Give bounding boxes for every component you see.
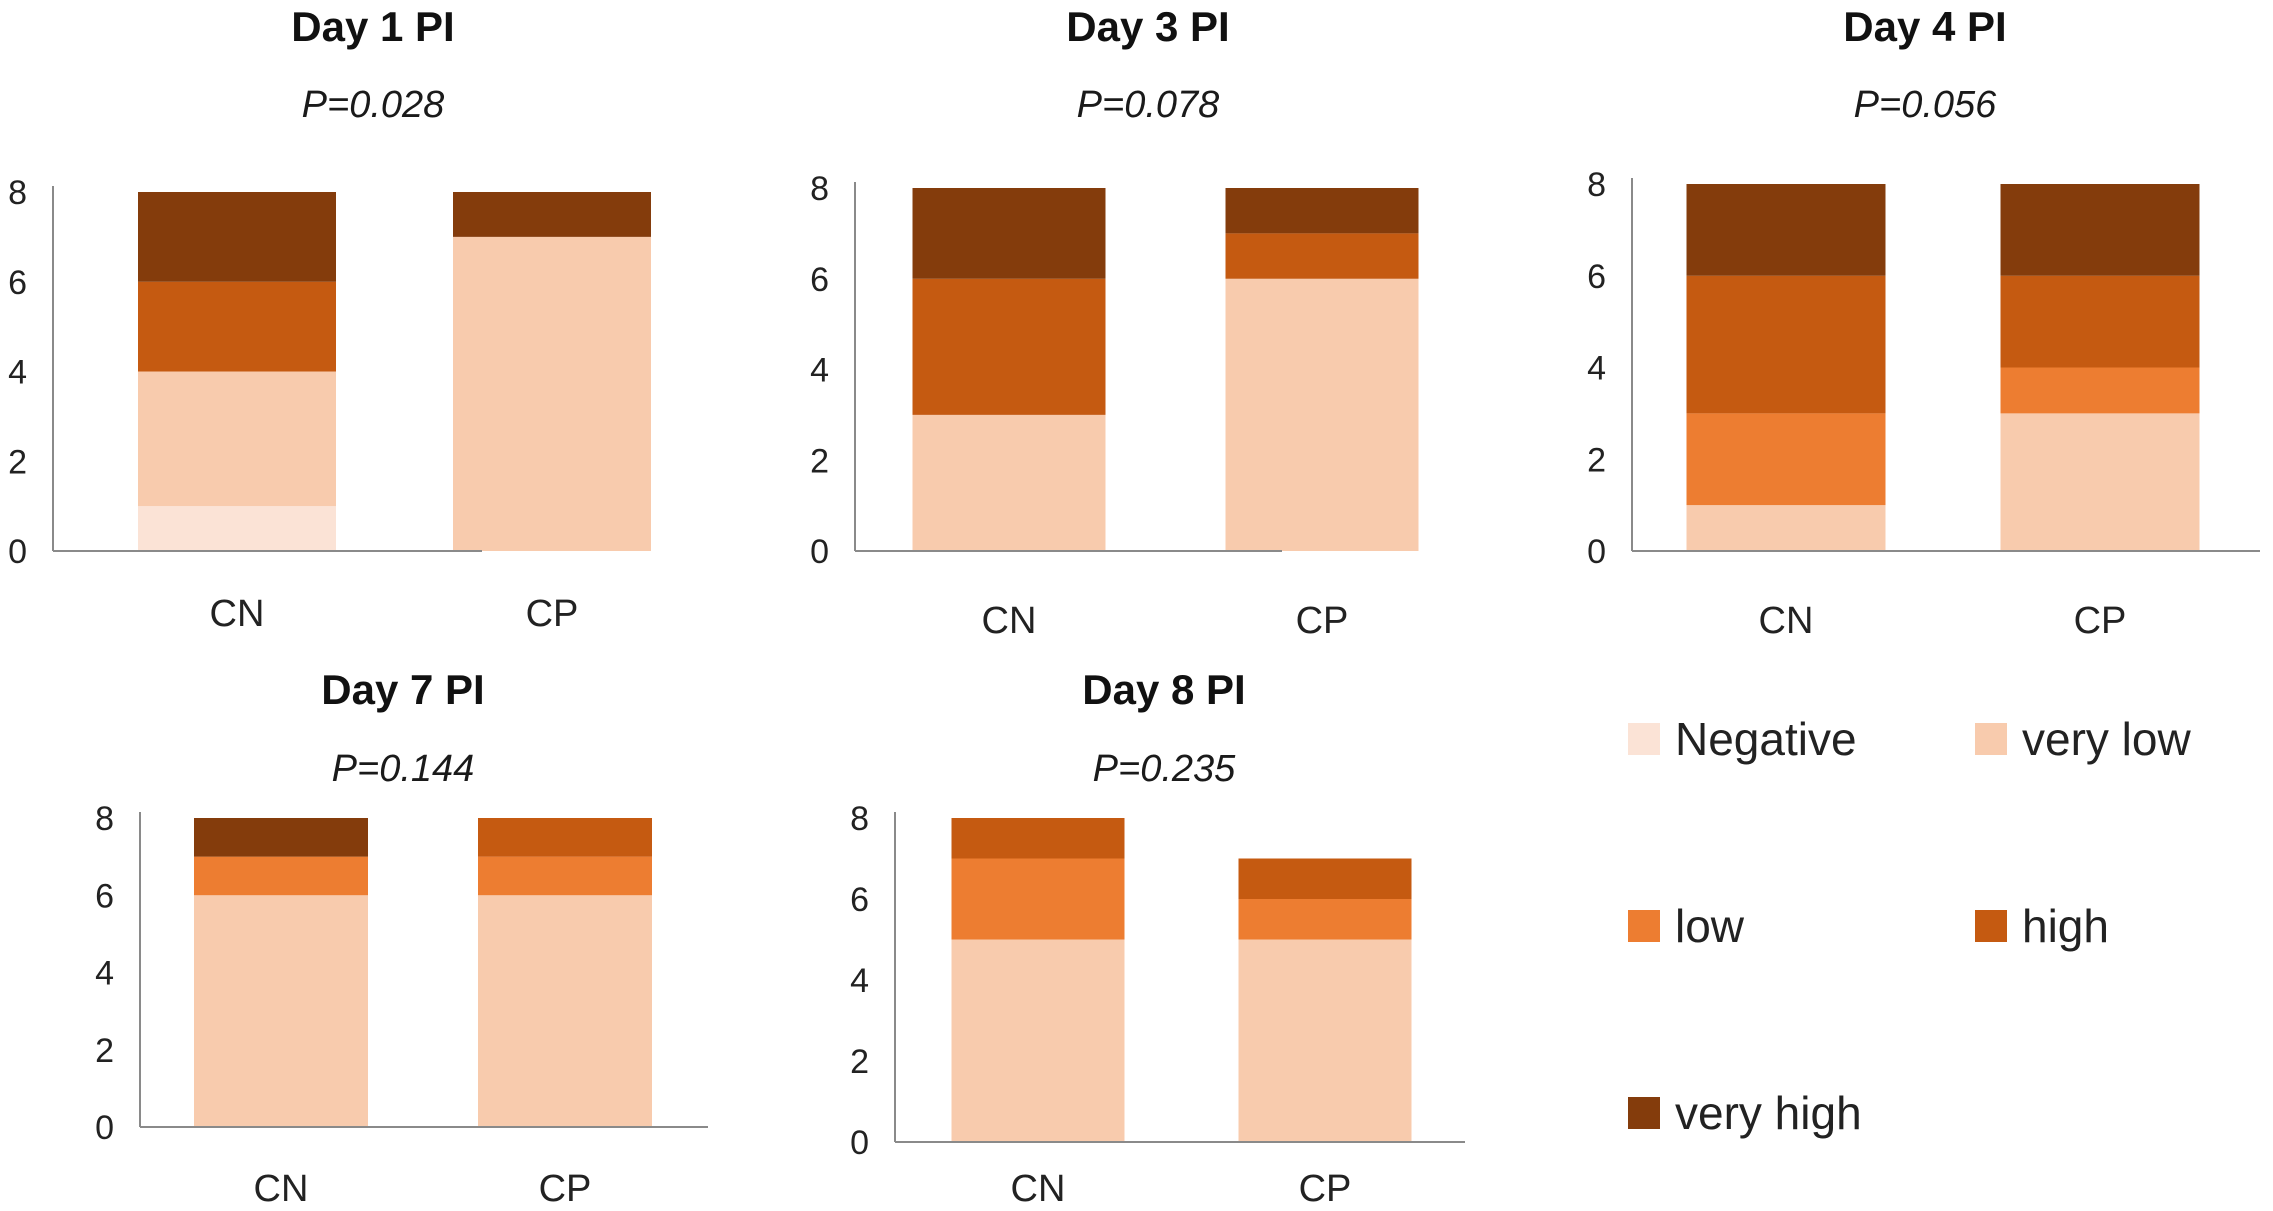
x-tick-label: CN xyxy=(210,593,265,635)
chart-legend: Negative very low low high very high xyxy=(1628,713,2191,1139)
legend-swatch-very-low xyxy=(1975,723,2007,755)
chart-panel-day-7-pi: Day 7 PI P=0.144 CN CP 0 2 4 6 8 xyxy=(95,666,708,1210)
y-tick-label: 0 xyxy=(850,1124,869,1162)
legend-label-low: low xyxy=(1675,900,1745,952)
x-tick-label: CP xyxy=(526,593,579,635)
y-tick-label: 4 xyxy=(1587,350,1606,388)
chart-title: Day 8 PI xyxy=(1082,666,1245,713)
bar-cn-high xyxy=(951,818,1125,859)
bar-cp-very-low xyxy=(478,895,652,1127)
y-tick-label: 8 xyxy=(1587,166,1606,204)
y-tick-label: 0 xyxy=(95,1109,114,1147)
x-tick-label: CN xyxy=(982,600,1037,642)
bar-cn-very-high xyxy=(194,818,368,857)
y-tick-label: 8 xyxy=(8,174,27,212)
y-tick-label: 6 xyxy=(8,264,27,302)
bar-cp-high xyxy=(478,818,652,857)
p-value-label: P=0.235 xyxy=(1093,748,1236,790)
chart-title: Day 1 PI xyxy=(291,3,454,50)
chart-panel-day-3-pi: Day 3 PI P=0.078 CN CP 0 2 4 6 8 xyxy=(810,3,1419,642)
bar-cn-low xyxy=(1686,413,1886,506)
y-tick-label: 2 xyxy=(850,1043,869,1081)
chart-title: Day 7 PI xyxy=(321,666,484,713)
chart-panel-day-1-pi: Day 1 PI P=0.028 CN CP 0 2 4 6 8 xyxy=(8,3,651,635)
bar-cn-high xyxy=(138,281,336,372)
bar-cp-high xyxy=(1238,858,1412,899)
p-value-label: P=0.028 xyxy=(302,84,445,126)
bar-cn-low xyxy=(194,856,368,896)
x-tick-label: CN xyxy=(1759,600,1814,642)
p-value-label: P=0.056 xyxy=(1854,84,1997,126)
bar-cp-high xyxy=(1225,233,1419,279)
x-tick-label: CP xyxy=(1299,1168,1352,1210)
chart-title: Day 4 PI xyxy=(1843,3,2006,50)
y-tick-label: 8 xyxy=(810,170,829,208)
y-tick-label: 4 xyxy=(8,354,27,392)
x-tick-label: CP xyxy=(539,1168,592,1210)
bar-cn-high xyxy=(1686,275,1886,414)
bar-cn-negative xyxy=(138,506,336,551)
p-value-label: P=0.078 xyxy=(1077,84,1220,126)
y-tick-label: 6 xyxy=(810,261,829,299)
bar-cn-very-low xyxy=(194,895,368,1127)
y-tick-label: 8 xyxy=(850,800,869,838)
y-tick-label: 2 xyxy=(810,442,829,480)
legend-label-negative: Negative xyxy=(1675,713,1857,765)
y-tick-label: 2 xyxy=(1587,441,1606,479)
p-value-label: P=0.144 xyxy=(332,748,475,790)
bar-cp-low xyxy=(478,856,652,896)
legend-swatch-negative xyxy=(1628,723,1660,755)
bar-cn-very-high xyxy=(912,188,1106,279)
y-tick-label: 0 xyxy=(1587,533,1606,571)
legend-label-high: high xyxy=(2022,900,2109,952)
bar-cp-high xyxy=(2000,275,2200,368)
legend-swatch-high xyxy=(1975,910,2007,942)
y-tick-label: 4 xyxy=(95,955,114,993)
bar-cp-very-high xyxy=(1225,188,1419,234)
y-tick-label: 4 xyxy=(850,962,869,1000)
x-tick-label: CP xyxy=(2074,600,2127,642)
bar-cp-very-low xyxy=(453,236,651,551)
bar-cn-very-low xyxy=(951,939,1125,1142)
bar-cn-very-high xyxy=(138,192,336,282)
bar-cp-very-high xyxy=(453,192,651,237)
chart-title: Day 3 PI xyxy=(1066,3,1229,50)
bar-cn-very-high xyxy=(1686,184,1886,276)
bar-cp-very-high xyxy=(2000,184,2200,276)
y-tick-label: 0 xyxy=(8,533,27,571)
bar-cn-high xyxy=(912,278,1106,415)
bar-cp-very-low xyxy=(1225,278,1419,551)
x-tick-label: CN xyxy=(1011,1168,1066,1210)
bar-cp-low xyxy=(1238,899,1412,940)
bar-cn-very-low xyxy=(912,414,1106,551)
chart-panel-day-4-pi: Day 4 PI P=0.056 CN CP 0 2 4 6 8 xyxy=(1587,3,2260,642)
bar-cn-low xyxy=(951,858,1125,940)
legend-label-very-low: very low xyxy=(2022,713,2191,765)
y-tick-label: 6 xyxy=(95,877,114,915)
y-tick-label: 4 xyxy=(810,352,829,390)
chart-panel-day-8-pi: Day 8 PI P=0.235 CN CP 0 2 4 6 8 xyxy=(850,666,1465,1210)
y-tick-label: 6 xyxy=(1587,258,1606,296)
bar-cn-very-low xyxy=(1686,505,1886,551)
y-tick-label: 6 xyxy=(850,881,869,919)
y-tick-label: 2 xyxy=(8,443,27,481)
x-tick-label: CP xyxy=(1296,600,1349,642)
x-tick-label: CN xyxy=(254,1168,309,1210)
y-tick-label: 2 xyxy=(95,1032,114,1070)
bar-cp-low xyxy=(2000,367,2200,414)
bar-cn-very-low xyxy=(138,371,336,507)
bar-cp-very-low xyxy=(2000,413,2200,551)
legend-label-very-high: very high xyxy=(1675,1087,1862,1139)
legend-swatch-low xyxy=(1628,910,1660,942)
y-tick-label: 8 xyxy=(95,800,114,838)
y-tick-label: 0 xyxy=(810,533,829,571)
bar-cp-very-low xyxy=(1238,939,1412,1142)
legend-swatch-very-high xyxy=(1628,1097,1660,1129)
